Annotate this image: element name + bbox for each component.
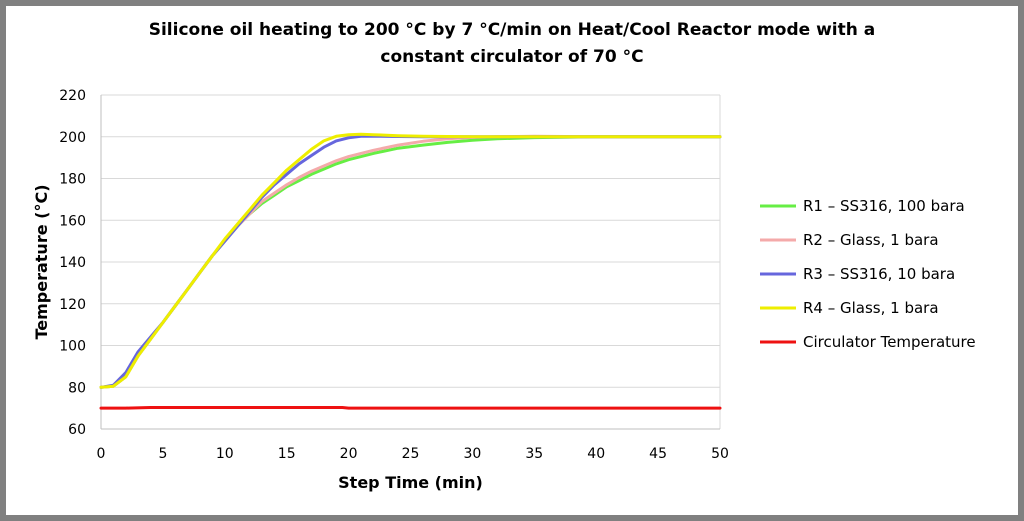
- y-tick-label-140: 140: [59, 255, 86, 271]
- x-axis-title: Step Time (min): [338, 473, 483, 492]
- series-line-5: [99, 406, 722, 410]
- gridlines: [101, 94, 721, 429]
- y-tick-label-80: 80: [68, 380, 86, 396]
- series-lines: [99, 132, 722, 410]
- x-axis-ticks: 0 5 10 15 20 25 30 35 40 45 50: [97, 446, 729, 462]
- x-tick-label-10: 10: [216, 446, 234, 462]
- y-axis-ticks: 60 80 100 120 140 160 180 200 220: [59, 88, 86, 438]
- y-tick-label-180: 180: [59, 172, 86, 188]
- chart-title-line-1: Silicone oil heating to 200 °C by 7 °C/m…: [148, 20, 876, 40]
- y-tick-label-160: 160: [59, 213, 86, 229]
- y-tick-label-220: 220: [59, 88, 86, 104]
- x-tick-label-35: 35: [525, 446, 543, 462]
- y-tick-label-200: 200: [59, 130, 86, 146]
- y-axis-title: Temperature (°C): [32, 184, 51, 339]
- legend: R1 – SS316, 100 bara R2 – Glass, 1 bara R3…: [760, 197, 976, 351]
- axes: [100, 95, 720, 430]
- x-tick-label-50: 50: [711, 446, 729, 462]
- x-tick-label-0: 0: [97, 446, 106, 462]
- x-tick-label-30: 30: [463, 446, 481, 462]
- legend-label-5: Circulator Temperature: [803, 333, 976, 351]
- x-tick-label-40: 40: [587, 446, 605, 462]
- y-tick-label-60: 60: [68, 422, 86, 438]
- x-tick-label-25: 25: [402, 446, 420, 462]
- x-tick-label-20: 20: [340, 446, 358, 462]
- x-tick-label-45: 45: [649, 446, 667, 462]
- legend-label-2: R2 – Glass, 1 bara: [803, 231, 939, 249]
- x-tick-label-15: 15: [278, 446, 296, 462]
- legend-label-4: R4 – Glass, 1 bara: [803, 299, 939, 317]
- series-line-4: [99, 132, 722, 389]
- x-tick-label-5: 5: [158, 446, 167, 462]
- legend-label-1: R1 – SS316, 100 bara: [803, 197, 965, 215]
- y-tick-label-120: 120: [59, 297, 86, 313]
- chart-title-line-2: constant circulator of 70 °C: [380, 47, 644, 67]
- y-tick-label-100: 100: [59, 339, 86, 355]
- legend-label-3: R3 – SS316, 10 bara: [803, 265, 955, 283]
